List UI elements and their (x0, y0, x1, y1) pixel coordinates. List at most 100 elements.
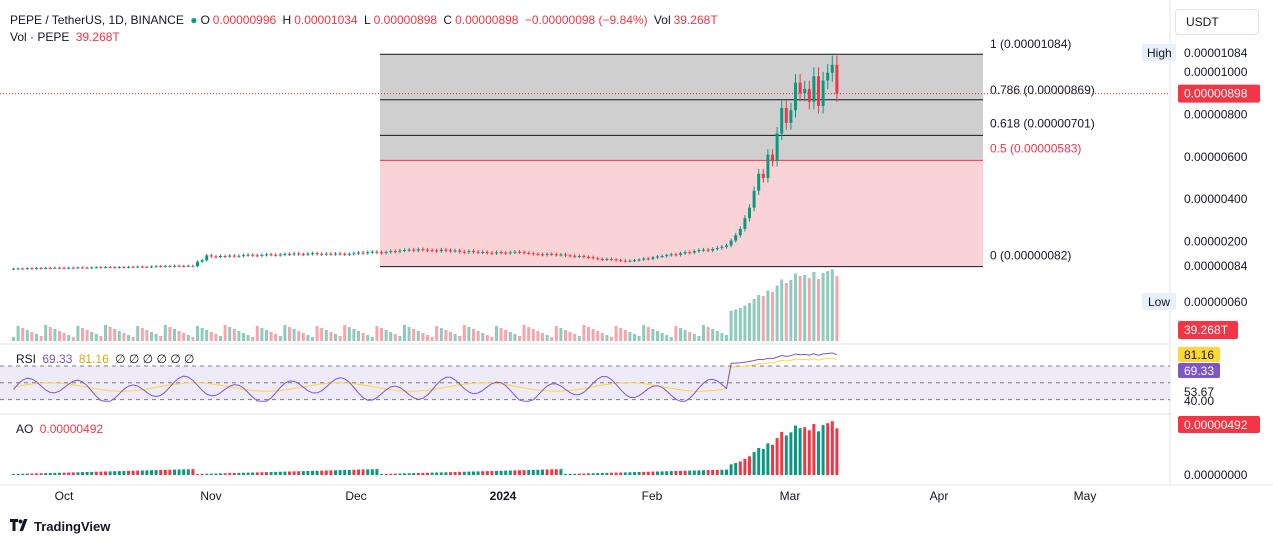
candle-body (775, 133, 779, 162)
candle-body (163, 265, 167, 267)
volume-bar (67, 335, 71, 341)
tradingview-brand[interactable]: TradingView (10, 519, 110, 534)
vol-value: 39.268T (673, 13, 718, 27)
candle-body (39, 268, 43, 270)
volume-bar (163, 325, 167, 341)
ao-bar (587, 473, 590, 475)
candle-body (789, 110, 793, 123)
candle-body (182, 265, 186, 267)
ao-bar (656, 471, 659, 475)
ao-bar (403, 473, 406, 475)
fib-zone-upper (380, 54, 983, 161)
ao-bar (127, 470, 130, 475)
volume-bar (752, 299, 756, 341)
ao-bar (278, 471, 282, 475)
ao-bar (771, 444, 774, 475)
volume-bar (334, 334, 337, 341)
fib-level-label: 0.5 (0.00000583) (990, 141, 1081, 155)
ao-bar (752, 452, 756, 475)
candle-body (485, 251, 489, 253)
candle-body (642, 258, 646, 260)
ao-bar (380, 474, 383, 475)
ao-bar (720, 469, 724, 475)
ao-bar (21, 473, 25, 475)
candle-body (476, 251, 480, 253)
volume-bar (821, 273, 825, 341)
volume-bar (416, 331, 420, 341)
volume-bar (651, 329, 655, 341)
ao-bar (140, 470, 144, 475)
candle-body (186, 265, 190, 267)
volume-bar (729, 310, 733, 341)
volume-bar (242, 333, 245, 341)
rsi-line (13, 352, 838, 402)
ao-bar (389, 473, 393, 475)
volume-bar (343, 325, 347, 341)
volume-bar (619, 328, 623, 341)
candle-body (145, 266, 149, 268)
volume-bar (550, 337, 554, 341)
candle-body (711, 249, 715, 251)
candle-body (541, 254, 544, 256)
ao-bar (688, 470, 692, 475)
candle-body (518, 251, 521, 253)
candle-body (725, 245, 728, 247)
volume-bar (504, 330, 508, 341)
rsi-ma-line (13, 357, 838, 392)
candle-body (628, 260, 632, 262)
candle-body (743, 218, 747, 229)
volume-bar (136, 326, 140, 341)
candle-body (734, 235, 738, 241)
open-label: O (200, 13, 210, 27)
volume-bar (564, 330, 567, 341)
ao-bar (108, 471, 112, 475)
volume-bar (554, 326, 558, 341)
ao-bar (154, 470, 158, 475)
ao-bar (485, 471, 489, 475)
candle-body (674, 254, 678, 256)
volume-bar (472, 329, 475, 341)
volume-bar (16, 326, 20, 341)
ao-legend-label: AO (16, 422, 34, 436)
candle-body (577, 256, 581, 258)
ao-bar (692, 470, 696, 475)
candle-body (803, 88, 807, 94)
candle-body (209, 255, 213, 257)
volume-bar (715, 331, 719, 341)
candle-body (154, 266, 158, 268)
candle-body (596, 258, 600, 260)
ao-bar (412, 473, 416, 475)
candle-body (131, 266, 135, 268)
candle-body (352, 253, 356, 255)
volume-bar (789, 280, 793, 341)
ao-bar (789, 432, 793, 475)
volume-bar (835, 276, 839, 341)
tradingview-label: TradingView (34, 519, 111, 534)
volume-bar (495, 326, 498, 341)
ao-bar (81, 472, 84, 475)
volume-bar (366, 335, 370, 341)
ao-bar (76, 472, 80, 475)
volume-bar (568, 332, 572, 341)
volume-bar (702, 325, 705, 341)
candle-body (449, 250, 452, 252)
ao-bar (738, 461, 742, 475)
candle-body (389, 251, 393, 253)
ao-bar (288, 471, 291, 475)
volume-bar (320, 328, 324, 341)
volume-bar (352, 329, 356, 341)
volume-bar (481, 333, 485, 341)
volume-bar (154, 334, 158, 341)
currency-button[interactable]: USDT (1175, 9, 1259, 35)
ao-bar (113, 471, 117, 475)
volume-bar (830, 269, 834, 341)
ao-bar (117, 471, 121, 475)
volume-bar (35, 334, 38, 341)
volume-bar (361, 333, 365, 341)
volume-bar (25, 330, 29, 341)
candle-body (251, 254, 255, 256)
candle-body (177, 265, 181, 267)
ao-bar (453, 472, 457, 475)
ao-bar (255, 472, 259, 475)
candle-body (30, 268, 34, 270)
